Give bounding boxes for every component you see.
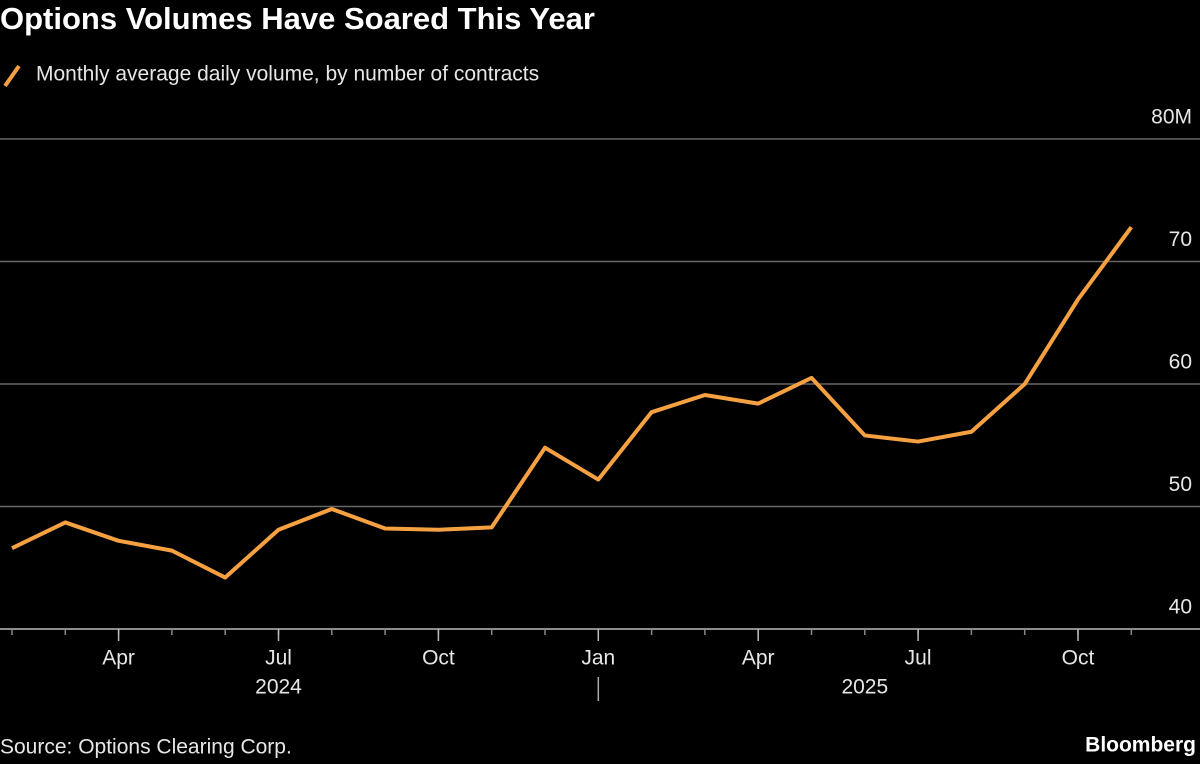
- source: Source: Options Clearing Corp.: [0, 736, 292, 759]
- brand: Bloomberg: [1085, 734, 1196, 757]
- x-tick-label: Jul: [905, 647, 932, 670]
- legend-label: Monthly average daily volume, by number …: [36, 63, 539, 86]
- x-tick-label: Apr: [102, 647, 135, 670]
- x-tick-label: Oct: [422, 647, 455, 670]
- x-tick-label: Apr: [742, 647, 775, 670]
- chart-title: Options Volumes Have Soared This Year: [0, 1, 595, 36]
- x-tick-label: Jan: [581, 647, 615, 670]
- x-tick-label: Oct: [1062, 647, 1095, 670]
- year-label: 2025: [841, 676, 888, 699]
- data-line: [11, 226, 1133, 580]
- y-tick-label: 70: [1169, 228, 1192, 251]
- y-tick-label: 80M: [1151, 106, 1192, 129]
- x-tick-label: Jul: [265, 647, 292, 670]
- y-tick-label: 50: [1169, 473, 1192, 496]
- legend-icon: [3, 64, 21, 88]
- y-tick-label: 40: [1169, 596, 1192, 619]
- year-label: 2024: [255, 676, 302, 699]
- y-tick-label: 60: [1169, 351, 1192, 374]
